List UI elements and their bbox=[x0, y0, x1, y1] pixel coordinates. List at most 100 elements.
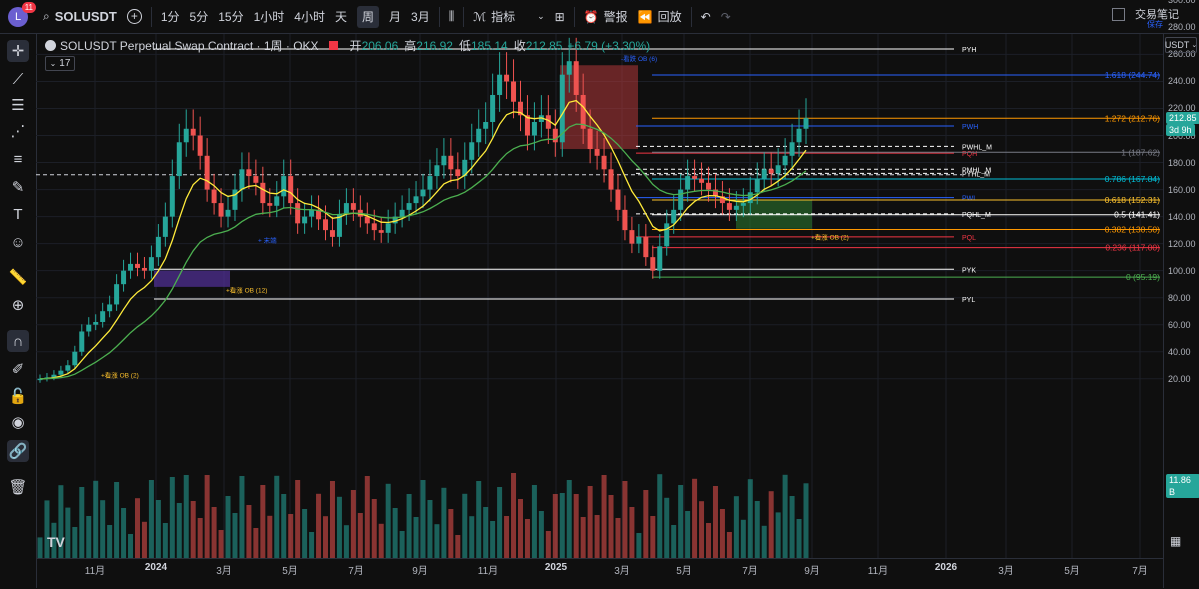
candle-body bbox=[239, 169, 245, 190]
volume-bar bbox=[789, 496, 795, 558]
order-block-labels: -看跌 OB (6) +看涨 OB (2) +看涨 OB (12) +看涨 OB (2… bbox=[101, 54, 849, 379]
candle-body bbox=[329, 230, 335, 237]
price-tick: 120.00 bbox=[1168, 238, 1196, 249]
checkbox-icon bbox=[1112, 7, 1125, 21]
volume-bar bbox=[65, 507, 71, 558]
candle-body bbox=[100, 311, 106, 323]
volume-bar bbox=[155, 500, 161, 558]
layouts-button[interactable]: ⊞ bbox=[550, 0, 570, 33]
candle-body bbox=[211, 189, 217, 204]
indicator-toggle[interactable]: ⌄ 17 bbox=[45, 56, 75, 71]
indicator-count: 17 bbox=[59, 58, 71, 69]
indicators-button[interactable]: ℳ 指标 ⌄ bbox=[468, 0, 549, 33]
undo-button[interactable]: ↶ bbox=[696, 0, 716, 33]
interval-button-0[interactable]: 1分 bbox=[156, 0, 185, 33]
lock-icon[interactable]: 🔓 bbox=[8, 388, 28, 405]
price-tick: 160.00 bbox=[1168, 184, 1196, 195]
horizontal-lines-icon[interactable]: ☰ bbox=[11, 97, 25, 114]
interval-button-8[interactable]: 3月 bbox=[406, 0, 435, 33]
redo-button[interactable]: ↷ bbox=[716, 0, 736, 33]
price-tick: 100.00 bbox=[1168, 265, 1196, 276]
link-icon[interactable]: 🔗 bbox=[7, 440, 29, 462]
legend-title[interactable]: SOLUSDT Perpetual Swap Contract · 1周 · O… bbox=[60, 39, 319, 53]
volume-bar bbox=[260, 485, 266, 558]
interval-button-6[interactable]: 周 bbox=[352, 0, 384, 33]
interval-button-5[interactable]: 天 bbox=[330, 0, 352, 33]
alert-button[interactable]: ⏰ 警报 bbox=[579, 0, 633, 33]
interval-button-2[interactable]: 15分 bbox=[213, 0, 248, 33]
candle-body bbox=[587, 128, 593, 150]
interval-button-7[interactable]: 月 bbox=[384, 0, 406, 33]
trading-notes-toggle[interactable]: 交易笔记 保存 bbox=[1112, 6, 1179, 29]
interval-label: 月 bbox=[389, 10, 402, 24]
crosshair-icon[interactable]: ✛ bbox=[7, 40, 29, 62]
interval-button-1[interactable]: 5分 bbox=[185, 0, 214, 33]
order-block-label: +看涨 OB (2) bbox=[101, 370, 139, 379]
brush-icon[interactable]: ✎ bbox=[11, 179, 25, 196]
lock-drawing-icon[interactable]: ✐ bbox=[11, 361, 25, 378]
currency-selector[interactable]: USDT ⌄ bbox=[1165, 37, 1197, 53]
chart-type-button[interactable]: ⫼ bbox=[444, 0, 460, 33]
symbol-search-button[interactable]: ⌕ SOLUSDT bbox=[38, 0, 122, 33]
time-tick: 3月 bbox=[614, 566, 630, 577]
ruler-icon[interactable]: 📏 bbox=[8, 269, 28, 286]
candle-body bbox=[323, 219, 329, 231]
compare-symbol-button[interactable]: + bbox=[122, 0, 147, 33]
volume-bar bbox=[274, 475, 280, 558]
ema-line bbox=[39, 123, 807, 380]
fib-tool-icon[interactable]: ≡ bbox=[13, 150, 23, 168]
candle-body bbox=[72, 351, 78, 366]
magnet-icon[interactable]: ∩ bbox=[7, 330, 29, 352]
volume-bar bbox=[511, 473, 517, 558]
interval-label: 15分 bbox=[218, 10, 244, 24]
trash-icon[interactable]: 🗑 bbox=[8, 479, 28, 496]
volume-bar bbox=[462, 493, 468, 558]
candle-body bbox=[58, 370, 64, 375]
candle-body bbox=[504, 74, 510, 82]
time-tick: 9月 bbox=[804, 566, 820, 577]
candle-body bbox=[517, 101, 523, 116]
time-axis[interactable]: 11月 2024 3月 5月 7月 9月 11月 2025 3月 5月 7月 9月 11月 2026 3月 5… bbox=[36, 558, 1163, 589]
scroll-to-realtime-button[interactable]: ▦ bbox=[1170, 534, 1190, 552]
candle-body bbox=[754, 178, 760, 193]
candle-body bbox=[107, 304, 113, 312]
volume-bar bbox=[323, 516, 329, 558]
calendar-icon: ▦ bbox=[1170, 534, 1182, 548]
volume-bar bbox=[93, 480, 99, 558]
interval-button-4[interactable]: 4小时 bbox=[289, 0, 330, 33]
volume-bar bbox=[253, 528, 259, 558]
price-tick: 240.00 bbox=[1168, 76, 1196, 87]
volume-bar bbox=[580, 517, 586, 558]
indicators-icon: ℳ bbox=[473, 9, 487, 24]
flag-icon bbox=[328, 41, 338, 50]
volume-bar bbox=[559, 493, 565, 558]
volume-bar bbox=[747, 479, 753, 558]
candle-body bbox=[371, 223, 377, 231]
candle-body bbox=[148, 257, 154, 271]
replay-button[interactable]: ⏪ 回放 bbox=[633, 0, 687, 33]
user-avatar[interactable]: L 11 bbox=[8, 1, 36, 27]
volume-bar bbox=[141, 521, 147, 558]
candle-body bbox=[796, 128, 802, 143]
ema-lines bbox=[39, 99, 807, 380]
candle-body bbox=[295, 203, 301, 224]
volume-bar bbox=[782, 474, 788, 558]
interval-button-3[interactable]: 1小时 bbox=[249, 0, 290, 33]
emoji-icon[interactable]: ☺ bbox=[10, 233, 26, 251]
volume-bar bbox=[517, 499, 523, 558]
trend-line-icon[interactable]: ⟋ bbox=[12, 70, 24, 88]
pattern-icon[interactable]: ⋰ bbox=[10, 123, 26, 140]
time-tick: 9月 bbox=[412, 566, 428, 577]
candle-body bbox=[761, 169, 767, 179]
volume-bar bbox=[719, 509, 725, 558]
candle-body bbox=[580, 94, 586, 129]
text-icon[interactable]: T bbox=[13, 205, 23, 223]
price-axis[interactable]: 340.00320.00300.00280.00260.00240.00220.… bbox=[1163, 0, 1199, 588]
zoom-in-icon[interactable]: ⊕ bbox=[11, 297, 25, 314]
candle-body bbox=[37, 378, 43, 381]
candle-body bbox=[733, 205, 739, 210]
candle-body bbox=[197, 135, 203, 156]
eye-icon[interactable]: ◉ bbox=[11, 414, 25, 431]
volume-bar bbox=[594, 515, 600, 558]
